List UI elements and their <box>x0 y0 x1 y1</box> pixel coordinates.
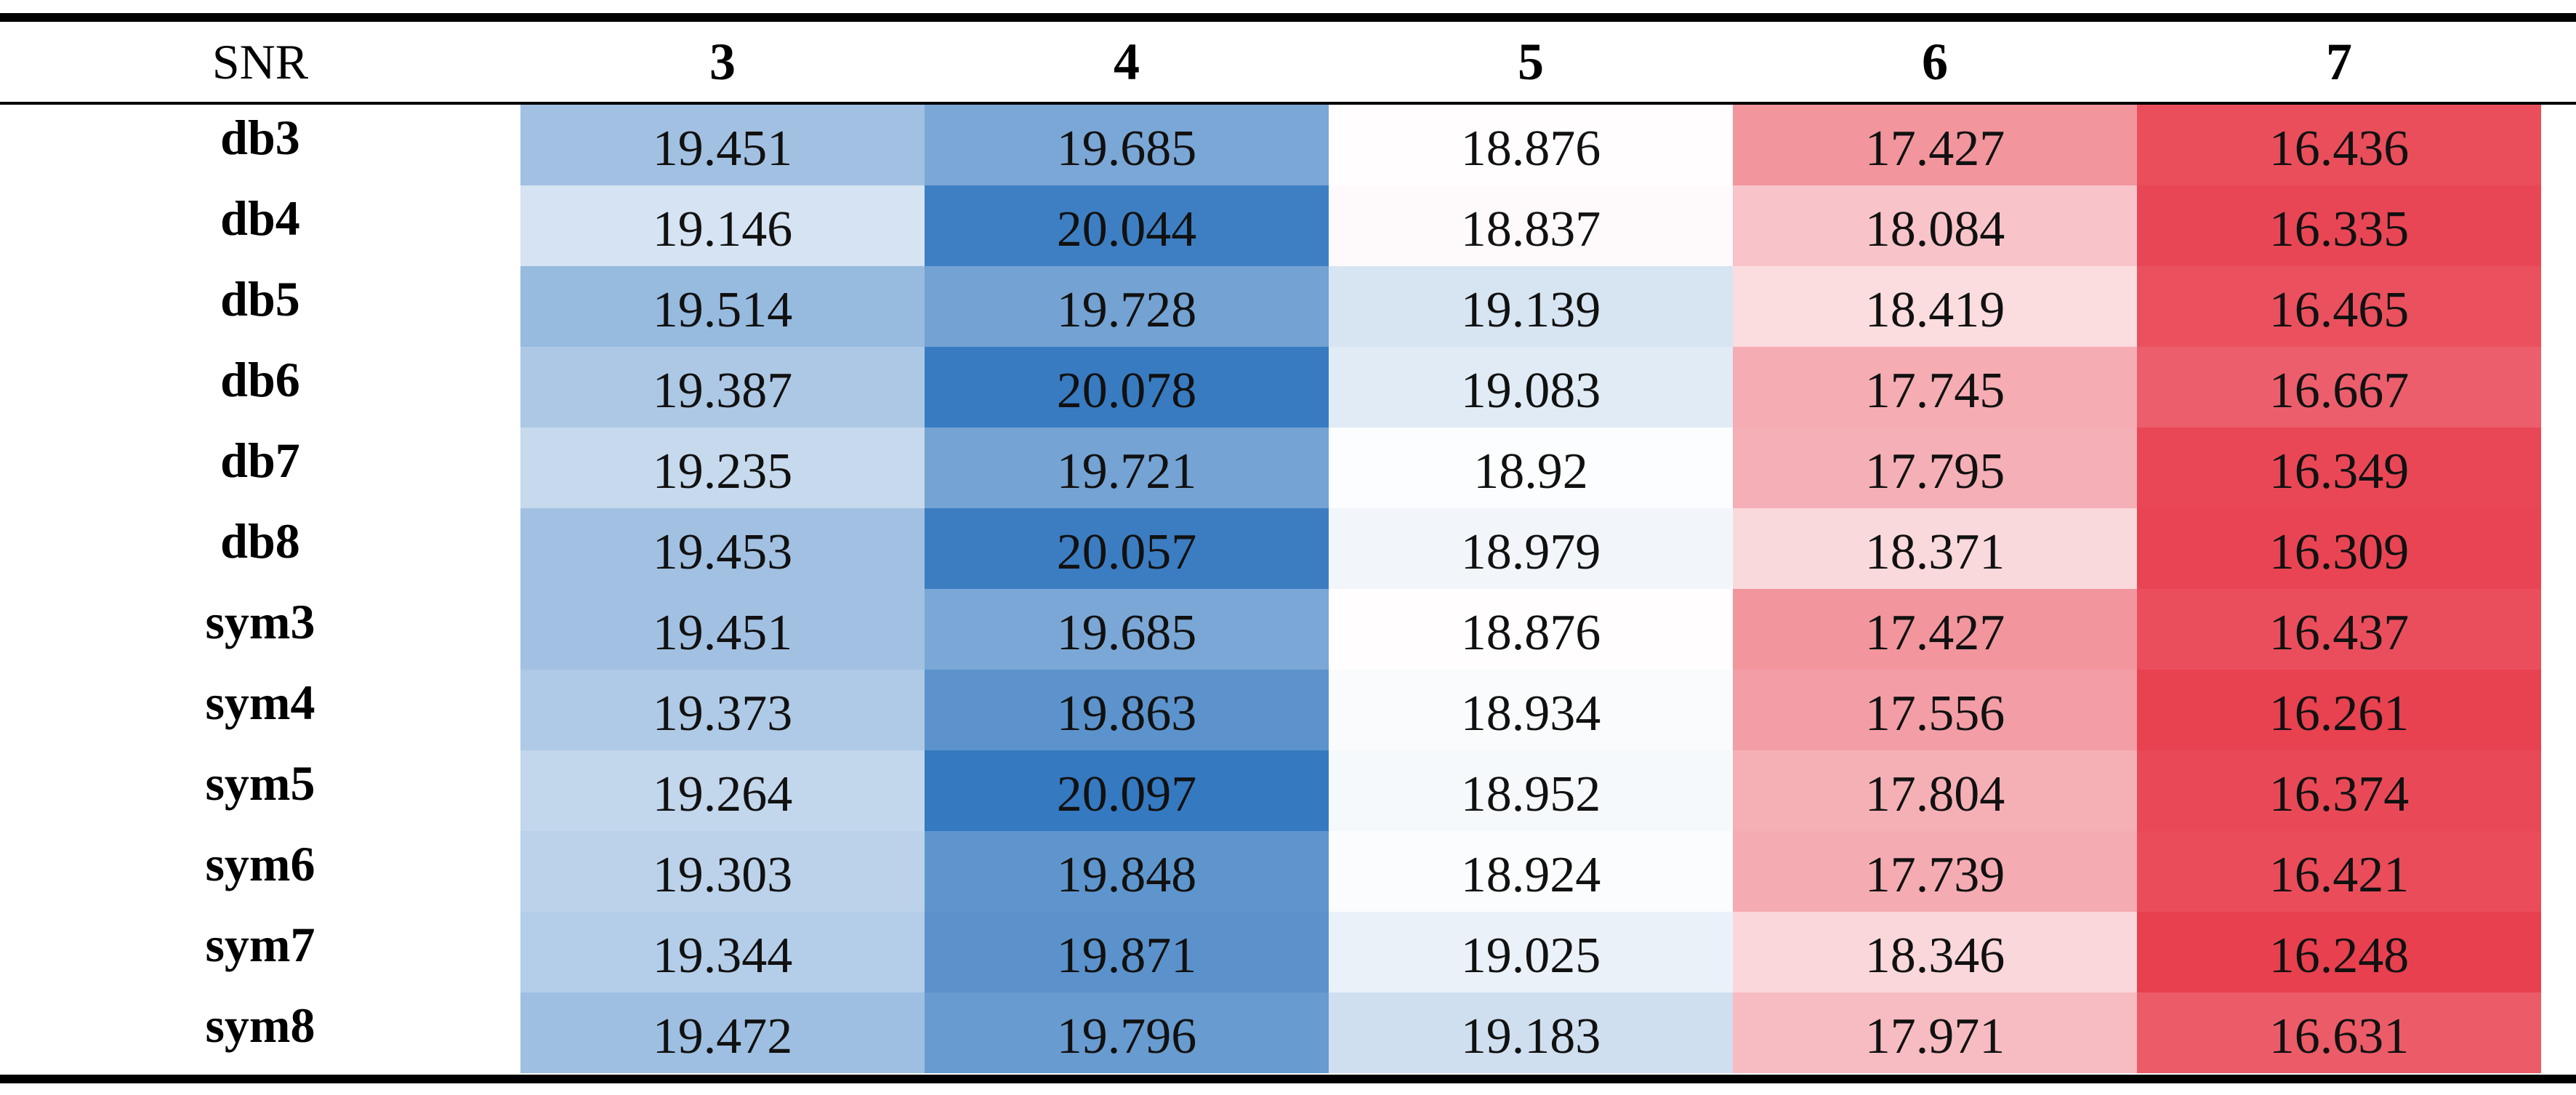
heatmap-cell-sym3-snr5: 18.876 <box>1329 589 1733 670</box>
heatmap-cell-sym3-snr6: 17.427 <box>1733 589 2137 670</box>
heatmap-cell-sym8-snr5: 19.183 <box>1329 992 1733 1073</box>
heatmap-cell-sym4-snr4: 19.863 <box>925 670 1329 750</box>
table-row: sym7 19.344 19.871 19.025 18.346 16.248 <box>0 912 2576 992</box>
table-header-rule <box>0 102 2576 105</box>
heatmap-cell-sym5-snr3: 19.264 <box>520 750 925 831</box>
header-col-7: 7 <box>2326 32 2352 91</box>
header-col-5: 5 <box>1518 32 1544 91</box>
heatmap-cell-sym6-snr6: 17.739 <box>1733 831 2137 912</box>
table-row: db7 19.235 19.721 18.92 17.795 16.349 <box>0 428 2576 508</box>
heatmap-cell-db7-snr5: 18.92 <box>1329 428 1733 508</box>
heatmap-cell-db5-snr7: 16.465 <box>2137 266 2541 347</box>
table-bottom-rule <box>0 1075 2576 1083</box>
header-snr-label: SNR <box>212 33 309 89</box>
row-label-sym6: sym6 <box>205 836 315 891</box>
heatmap-cell-sym5-snr5: 18.952 <box>1329 750 1733 831</box>
heatmap-cell-db4-snr7: 16.335 <box>2137 185 2541 266</box>
heatmap-cell-sym6-snr4: 19.848 <box>925 831 1329 912</box>
heatmap-cell-db7-snr3: 19.235 <box>520 428 925 508</box>
heatmap-cell-sym7-snr5: 19.025 <box>1329 912 1733 992</box>
heatmap-cell-sym3-snr3: 19.451 <box>520 589 925 670</box>
heatmap-cell-db4-snr6: 18.084 <box>1733 185 2137 266</box>
row-label-db4: db4 <box>220 190 300 246</box>
table-row: db4 19.146 20.044 18.837 18.084 16.335 <box>0 185 2576 266</box>
heatmap-cell-db3-snr6: 17.427 <box>1733 105 2137 185</box>
heatmap-cell-db5-snr6: 18.419 <box>1733 266 2137 347</box>
heatmap-cell-sym5-snr4: 20.097 <box>925 750 1329 831</box>
heatmap-cell-db7-snr6: 17.795 <box>1733 428 2137 508</box>
heatmap-cell-db8-snr4: 20.057 <box>925 508 1329 589</box>
table-row: sym8 19.472 19.796 19.183 17.971 16.631 <box>0 992 2576 1073</box>
heatmap-cell-db3-snr4: 19.685 <box>925 105 1329 185</box>
heatmap-cell-db8-snr5: 18.979 <box>1329 508 1733 589</box>
heatmap-cell-sym7-snr4: 19.871 <box>925 912 1329 992</box>
heatmap-cell-db3-snr5: 18.876 <box>1329 105 1733 185</box>
heatmap-cell-sym5-snr7: 16.374 <box>2137 750 2541 831</box>
row-label-sym3: sym3 <box>205 594 315 649</box>
heatmap-cell-sym4-snr5: 18.934 <box>1329 670 1733 750</box>
header-col-4: 4 <box>1114 32 1140 91</box>
row-label-sym7: sym7 <box>205 917 315 972</box>
table-header-row: SNR 3 4 5 6 7 <box>0 22 2576 102</box>
heatmap-cell-db7-snr4: 19.721 <box>925 428 1329 508</box>
heatmap-cell-sym4-snr7: 16.261 <box>2137 670 2541 750</box>
table-row: sym6 19.303 19.848 18.924 17.739 16.421 <box>0 831 2576 912</box>
table-row: db6 19.387 20.078 19.083 17.745 16.667 <box>0 347 2576 428</box>
heatmap-cell-sym3-snr7: 16.437 <box>2137 589 2541 670</box>
heatmap-cell-db8-snr7: 16.309 <box>2137 508 2541 589</box>
heatmap-cell-sym7-snr3: 19.344 <box>520 912 925 992</box>
heatmap-cell-db3-snr7: 16.436 <box>2137 105 2541 185</box>
heatmap-cell-db6-snr7: 16.667 <box>2137 347 2541 428</box>
heatmap-cell-db5-snr3: 19.514 <box>520 266 925 347</box>
table-row: sym4 19.373 19.863 18.934 17.556 16.261 <box>0 670 2576 750</box>
heatmap-cell-db5-snr4: 19.728 <box>925 266 1329 347</box>
row-label-sym4: sym4 <box>205 675 315 730</box>
heatmap-cell-sym8-snr6: 17.971 <box>1733 992 2137 1073</box>
heatmap-cell-db3-snr3: 19.451 <box>520 105 925 185</box>
heatmap-cell-db6-snr5: 19.083 <box>1329 347 1733 428</box>
heatmap-cell-sym6-snr7: 16.421 <box>2137 831 2541 912</box>
heatmap-cell-sym5-snr6: 17.804 <box>1733 750 2137 831</box>
heatmap-cell-db6-snr4: 20.078 <box>925 347 1329 428</box>
heatmap-cell-db6-snr6: 17.745 <box>1733 347 2137 428</box>
heatmap-cell-db6-snr3: 19.387 <box>520 347 925 428</box>
row-label-sym8: sym8 <box>205 998 315 1053</box>
heatmap-cell-sym3-snr4: 19.685 <box>925 589 1329 670</box>
heatmap-cell-db8-snr6: 18.371 <box>1733 508 2137 589</box>
heatmap-cell-db4-snr4: 20.044 <box>925 185 1329 266</box>
header-col-3: 3 <box>709 32 736 91</box>
table-row: db3 19.451 19.685 18.876 17.427 16.436 <box>0 105 2576 185</box>
heatmap-cell-db7-snr7: 16.349 <box>2137 428 2541 508</box>
row-label-db5: db5 <box>220 271 300 326</box>
header-col-6: 6 <box>1922 32 1948 91</box>
row-label-db8: db8 <box>220 513 300 569</box>
heatmap-cell-sym6-snr5: 18.924 <box>1329 831 1733 912</box>
table-row: sym5 19.264 20.097 18.952 17.804 16.374 <box>0 750 2576 831</box>
row-label-db3: db3 <box>220 110 300 165</box>
heatmap-cell-db5-snr5: 19.139 <box>1329 266 1733 347</box>
heatmap-cell-sym7-snr6: 18.346 <box>1733 912 2137 992</box>
heatmap-cell-sym6-snr3: 19.303 <box>520 831 925 912</box>
heatmap-cell-sym7-snr7: 16.248 <box>2137 912 2541 992</box>
table-top-rule <box>0 13 2576 22</box>
table-row: db8 19.453 20.057 18.979 18.371 16.309 <box>0 508 2576 589</box>
heatmap-cell-db4-snr5: 18.837 <box>1329 185 1733 266</box>
heatmap-cell-db4-snr3: 19.146 <box>520 185 925 266</box>
row-label-db6: db6 <box>220 352 300 407</box>
heatmap-cell-sym4-snr6: 17.556 <box>1733 670 2137 750</box>
table-row: sym3 19.451 19.685 18.876 17.427 16.437 <box>0 589 2576 670</box>
heatmap-cell-sym8-snr4: 19.796 <box>925 992 1329 1073</box>
table-row: db5 19.514 19.728 19.139 18.419 16.465 <box>0 266 2576 347</box>
heatmap-cell-sym8-snr7: 16.631 <box>2137 992 2541 1073</box>
row-label-db7: db7 <box>220 433 300 488</box>
heatmap-cell-db8-snr3: 19.453 <box>520 508 925 589</box>
heatmap-cell-sym8-snr3: 19.472 <box>520 992 925 1073</box>
heatmap-cell-sym4-snr3: 19.373 <box>520 670 925 750</box>
row-label-sym5: sym5 <box>205 755 315 811</box>
